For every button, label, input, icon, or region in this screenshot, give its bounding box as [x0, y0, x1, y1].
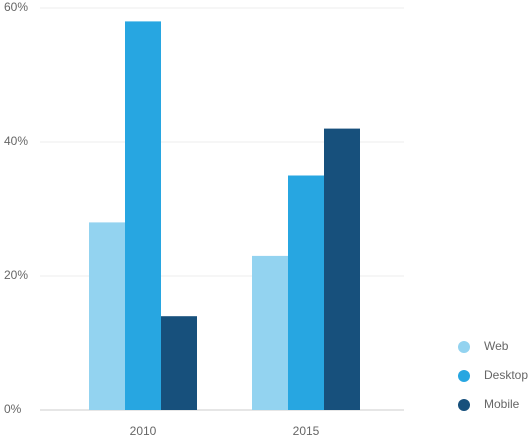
bar	[324, 128, 360, 410]
bar	[288, 175, 324, 410]
bar	[89, 222, 125, 410]
y-tick-label: 40%	[4, 134, 28, 148]
legend-label: Web	[484, 339, 509, 353]
y-tick-label: 20%	[4, 268, 28, 282]
legend-swatch	[458, 370, 470, 382]
bar	[252, 255, 288, 410]
y-tick-label: 60%	[4, 0, 28, 14]
x-tick-label: 2015	[293, 424, 320, 438]
legend-swatch	[458, 341, 470, 353]
y-tick-label: 0%	[4, 402, 22, 416]
legend-swatch	[458, 399, 470, 411]
bar	[125, 21, 161, 411]
legend-label: Mobile	[484, 397, 520, 411]
bar	[161, 316, 197, 410]
legend-label: Desktop	[484, 368, 528, 382]
x-tick-label: 2010	[130, 424, 157, 438]
